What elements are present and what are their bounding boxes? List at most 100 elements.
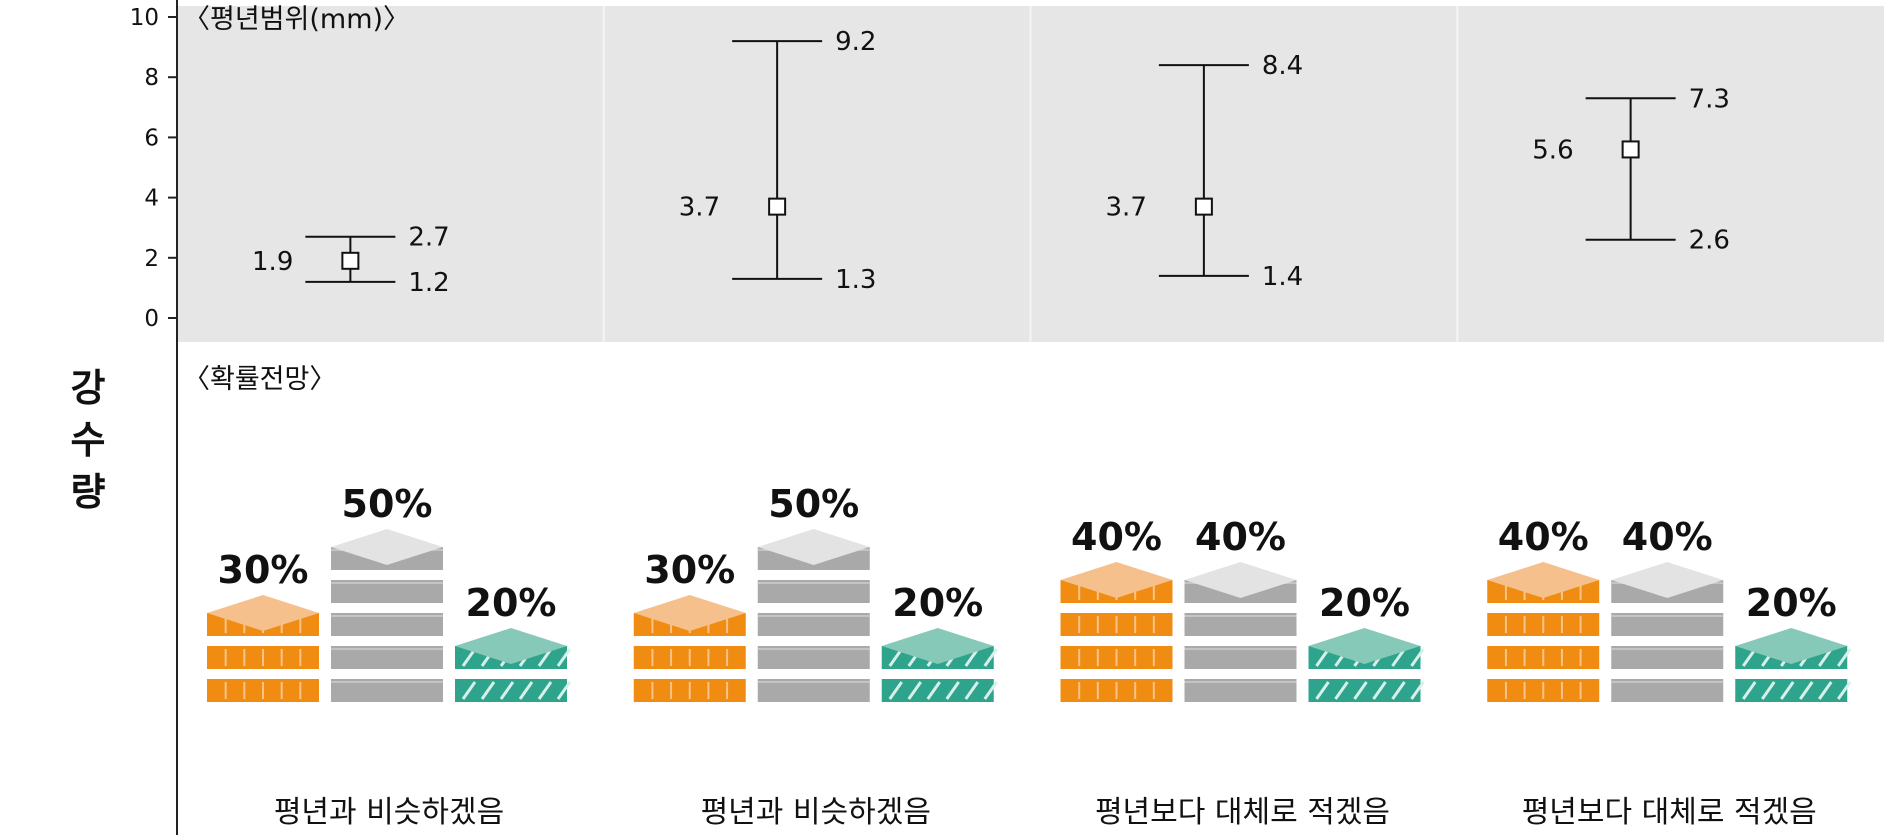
hatch-line	[461, 648, 477, 667]
hatch-line	[461, 681, 477, 700]
errorbar-high-label: 2.7	[408, 223, 449, 253]
y-tick-label: 4	[144, 186, 159, 212]
hatch-line	[480, 681, 496, 700]
hatch-line	[964, 648, 979, 667]
probability-value-label: 50%	[342, 482, 433, 526]
hatch-line	[1315, 681, 1330, 700]
probability-value-label: 30%	[644, 548, 735, 592]
gray-stack	[1611, 562, 1724, 702]
block-face	[1184, 613, 1297, 636]
hatch-line	[926, 681, 941, 700]
group-caption: 평년과 비슷하겠음	[274, 795, 504, 830]
errorbar-center-marker	[1194, 197, 1213, 216]
hatch-line	[499, 681, 515, 700]
hatch-line	[1391, 648, 1406, 667]
block-face	[331, 646, 443, 669]
probability-value-label: 40%	[1195, 515, 1286, 559]
block-top-face	[1487, 562, 1600, 598]
block-top-face	[1308, 628, 1421, 664]
hatch-line	[907, 681, 922, 700]
gray-stack	[1184, 562, 1297, 702]
probability-value-label: 40%	[1498, 515, 1589, 559]
block-top-face	[633, 595, 746, 631]
probability-value-label: 20%	[1319, 581, 1410, 625]
hatch-line	[1372, 681, 1387, 700]
probability-value-label: 20%	[1746, 581, 1837, 625]
block-face	[1184, 679, 1297, 702]
hatch-line	[983, 648, 998, 667]
side-label-char: 강	[70, 366, 106, 410]
block-face	[331, 679, 443, 702]
hatch-line	[556, 681, 572, 700]
block-face	[1611, 613, 1724, 636]
orange-stack	[1487, 562, 1600, 702]
hatch-line	[1334, 681, 1349, 700]
hatch-line	[1761, 681, 1776, 700]
errorbar-center-label: 1.9	[252, 247, 293, 277]
hatch-line	[518, 681, 534, 700]
block-face	[757, 646, 870, 669]
block-top-face	[1735, 628, 1848, 664]
gray-stack	[757, 529, 870, 702]
teal-stack	[455, 628, 572, 702]
y-tick-label: 10	[130, 5, 159, 31]
probability-value-label: 40%	[1071, 515, 1162, 559]
errorbar-high-label: 8.4	[1262, 51, 1303, 81]
orange-stack	[207, 595, 319, 702]
hatch-line	[888, 681, 903, 700]
hatch-line	[1391, 681, 1406, 700]
hatch-line	[1799, 681, 1814, 700]
errorbar-low-label: 2.6	[1689, 226, 1730, 256]
hatch-line	[945, 681, 960, 700]
errorbar-center-label: 5.6	[1532, 135, 1573, 165]
hatch-line	[1315, 648, 1330, 667]
teal-stack	[1308, 628, 1425, 702]
errorbar-low-label: 1.4	[1262, 262, 1303, 292]
probability-value-label: 50%	[768, 482, 859, 526]
teal-stack	[881, 628, 998, 702]
errorbar-high-label: 7.3	[1689, 84, 1730, 114]
gray-stack	[331, 529, 443, 702]
probability-panel-title: 〈확률전망〉	[183, 364, 336, 395]
block-top-face	[331, 529, 443, 565]
hatch-line	[1410, 681, 1425, 700]
hatch-line	[537, 681, 553, 700]
side-label-char: 량	[70, 470, 106, 514]
hatch-line	[964, 681, 979, 700]
block-top-face	[1060, 562, 1173, 598]
block-top-face	[207, 595, 319, 631]
errorbar-low-label: 1.3	[835, 265, 876, 295]
probability-value-label: 30%	[218, 548, 309, 592]
block-top-face	[1611, 562, 1724, 598]
group-caption: 평년과 비슷하겠음	[701, 795, 931, 830]
errorbar-low-label: 1.2	[408, 268, 449, 298]
hatch-line	[1410, 648, 1425, 667]
probability-value-label: 20%	[892, 581, 983, 625]
block-face	[757, 613, 870, 636]
block-face	[757, 580, 870, 603]
hatch-line	[888, 648, 903, 667]
hatch-line	[1837, 681, 1852, 700]
block-top-face	[455, 628, 567, 664]
hatch-line	[1742, 681, 1757, 700]
y-tick-label: 0	[144, 306, 159, 332]
teal-stack	[1735, 628, 1852, 702]
probability-value-label: 20%	[466, 581, 557, 625]
orange-stack	[633, 595, 746, 702]
hatch-line	[1837, 648, 1852, 667]
y-tick-label: 2	[144, 246, 159, 272]
block-top-face	[757, 529, 870, 565]
hatch-line	[983, 681, 998, 700]
block-face	[331, 580, 443, 603]
block-face	[331, 613, 443, 636]
probability-value-label: 40%	[1622, 515, 1713, 559]
errorbar-center-label: 3.7	[679, 193, 720, 223]
hatch-line	[1353, 681, 1368, 700]
hatch-line	[556, 648, 572, 667]
block-face	[1611, 679, 1724, 702]
hatch-line	[1780, 681, 1795, 700]
block-face	[1184, 646, 1297, 669]
errorbar-center-label: 3.7	[1106, 193, 1147, 223]
side-label-char: 수	[70, 418, 106, 462]
